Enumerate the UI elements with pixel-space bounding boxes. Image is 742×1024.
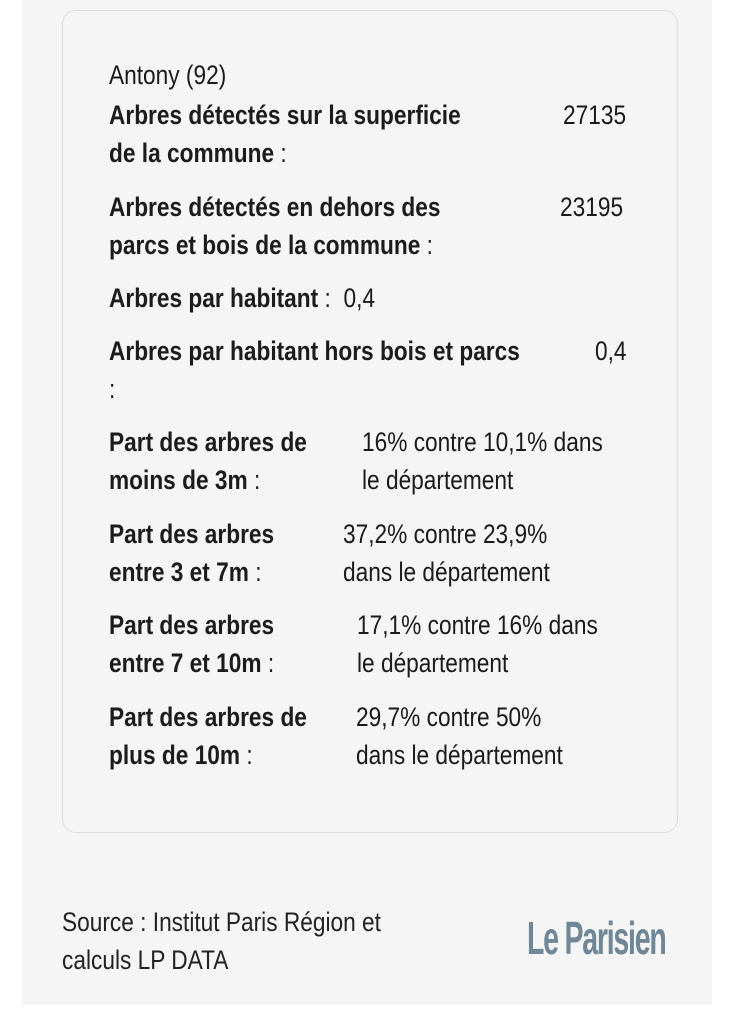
colon: : — [280, 138, 287, 168]
row-label: Part des arbres entre 3 et 7m : — [109, 515, 274, 591]
row-label: Arbres par habitant hors bois et parcs : — [109, 332, 520, 408]
row-value: 23195 — [560, 192, 624, 222]
source-line: calculs LP DATA — [62, 945, 229, 975]
le-parisien-logo: Le Parisien — [527, 912, 667, 964]
data-card — [62, 10, 678, 833]
row-label: Arbres détectés en dehors des parcs et b… — [109, 188, 441, 264]
label-line: Part des arbres — [109, 610, 275, 640]
commune-name: Antony (92) — [109, 60, 227, 90]
value-line: 29,7% contre 50% — [356, 702, 542, 732]
label-line: entre 7 et 10m — [109, 648, 262, 678]
value-line: dans le département — [343, 557, 550, 587]
label-line: Arbres détectés en dehors des — [109, 192, 441, 222]
row-label: Part des arbres de plus de 10m : — [109, 698, 307, 774]
row-value: 0,4 — [595, 336, 627, 366]
colon: : — [324, 283, 331, 313]
row-value: 27135 — [563, 100, 627, 130]
label-line: parcs et bois de la commune — [109, 230, 421, 260]
row-label: Part des arbres de moins de 3m : — [109, 423, 307, 499]
row-label: Arbres détectés sur la superficie de la … — [109, 96, 461, 172]
row-value: 17,1% contre 16% dans le département — [357, 606, 598, 682]
value-line: 17,1% contre 16% dans — [357, 610, 598, 640]
value-line: le département — [362, 465, 514, 495]
label-line: Arbres par habitant — [109, 283, 319, 313]
value-line: 37,2% contre 23,9% — [343, 519, 548, 549]
source-line: Source : Institut Paris Région et — [62, 907, 381, 937]
row-value: 0,4 — [343, 283, 375, 313]
value-line: dans le département — [356, 740, 563, 770]
label-line: Part des arbres — [109, 519, 275, 549]
label-line: plus de 10m — [109, 740, 241, 770]
label-line: Part des arbres de — [109, 427, 307, 457]
label-line: Arbres par habitant hors bois et parcs — [109, 336, 520, 366]
value-line: 16% contre 10,1% dans — [362, 427, 603, 457]
colon: : — [267, 648, 275, 678]
label-line: Arbres détectés sur la superficie — [109, 100, 461, 130]
row-label: Arbres par habitant : 0,4 — [109, 279, 375, 317]
colon: : — [255, 557, 262, 587]
colon: : — [246, 740, 253, 770]
value-line: le département — [357, 648, 509, 678]
colon: : — [253, 465, 261, 495]
row-value: 37,2% contre 23,9% dans le département — [343, 515, 550, 591]
label-line: Part des arbres de — [109, 702, 307, 732]
row-value: 29,7% contre 50% dans le département — [356, 698, 563, 774]
colon: : — [109, 374, 116, 404]
label-line: moins de 3m — [109, 465, 248, 495]
source-note: Source : Institut Paris Région et calcul… — [62, 903, 381, 979]
label-line: entre 3 et 7m — [109, 557, 249, 587]
row-value: 16% contre 10,1% dans le département — [362, 423, 603, 499]
label-line: de la commune — [109, 138, 275, 168]
row-label: Part des arbres entre 7 et 10m : — [109, 606, 274, 682]
colon: : — [426, 230, 433, 260]
